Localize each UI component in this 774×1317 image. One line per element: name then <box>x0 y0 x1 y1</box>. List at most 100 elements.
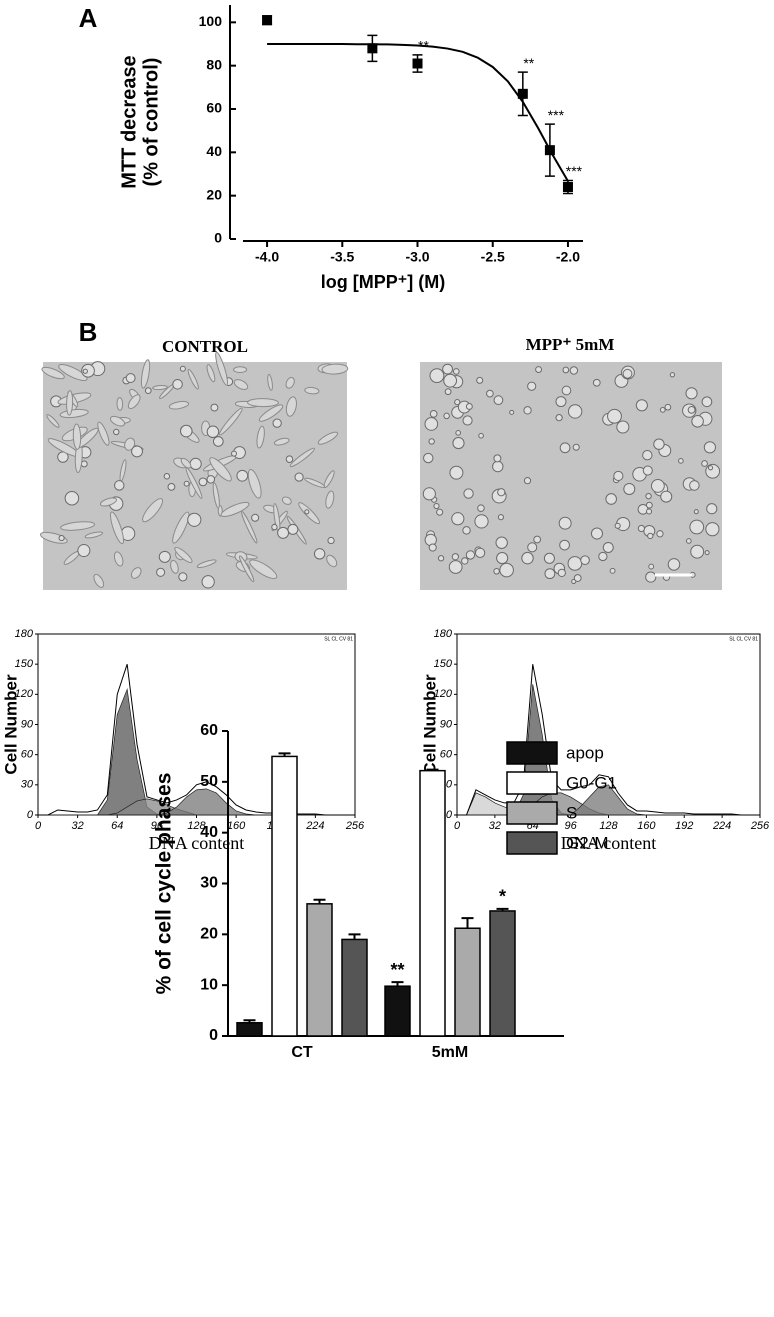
cell <box>607 408 622 424</box>
data-point <box>562 182 573 192</box>
y-tick-label: 120 <box>15 688 34 700</box>
legend-label: G2-M <box>566 833 609 852</box>
y-tick-label: 180 <box>434 628 453 640</box>
cell <box>605 493 617 505</box>
cell <box>645 492 652 500</box>
cell <box>497 488 506 497</box>
cell <box>609 567 616 574</box>
x-tick-label: 160 <box>637 820 656 832</box>
cell <box>212 436 224 447</box>
x-tick-label: 32 <box>489 820 501 832</box>
cell <box>285 455 294 463</box>
cell <box>140 359 151 389</box>
y-tick-label: 150 <box>15 658 34 670</box>
y-axis-label: Cell Number <box>1 674 20 775</box>
cell <box>451 512 465 526</box>
bar <box>384 985 411 1037</box>
cell <box>304 509 310 515</box>
cell <box>689 519 705 535</box>
y-tick-label: 150 <box>434 658 453 670</box>
cell <box>201 575 215 589</box>
x-tick-label: 96 <box>565 820 578 832</box>
cell <box>701 396 713 408</box>
cell <box>497 514 504 521</box>
bar <box>306 903 333 1037</box>
cell <box>442 363 453 375</box>
x-tick-label: 0 <box>454 820 461 832</box>
cell <box>478 432 484 439</box>
cell <box>58 535 65 542</box>
data-point <box>544 145 555 156</box>
cell <box>685 538 692 544</box>
y-tick-label: 0 <box>27 809 34 821</box>
cell <box>81 363 95 378</box>
legend-swatch <box>506 831 558 855</box>
cell <box>423 452 434 464</box>
significance: * <box>499 887 506 907</box>
cell <box>183 480 190 487</box>
cell <box>72 423 82 450</box>
cell <box>653 438 665 450</box>
y-tick-label: 120 <box>434 688 453 700</box>
cell <box>267 374 273 391</box>
cell <box>429 410 438 418</box>
cell <box>168 400 190 410</box>
cell <box>285 396 297 417</box>
cell <box>110 511 124 545</box>
legend-swatch <box>506 771 558 795</box>
cell <box>521 551 534 565</box>
cell <box>317 431 339 445</box>
cell <box>555 414 563 422</box>
cell <box>178 572 188 582</box>
cell <box>196 559 217 569</box>
cell <box>281 496 292 505</box>
cell <box>60 521 96 531</box>
cell <box>664 403 672 411</box>
panel-label: A <box>79 3 98 33</box>
x-tick-label: 224 <box>712 820 731 832</box>
cell <box>287 523 299 535</box>
cell <box>598 551 608 562</box>
cell <box>443 373 458 388</box>
cell <box>454 399 461 406</box>
legend-label: apop <box>566 743 604 762</box>
cell <box>215 351 228 386</box>
error-bar <box>496 907 509 911</box>
x-tick-label: 160 <box>227 820 246 832</box>
cell <box>249 559 278 580</box>
cell <box>493 395 504 406</box>
y-axis-label: (% of control) <box>140 58 162 187</box>
y-tick-label: 30 <box>200 875 218 892</box>
bar <box>454 927 481 1037</box>
cell <box>231 450 237 457</box>
cell <box>422 487 436 501</box>
cell <box>614 522 621 529</box>
cell <box>452 368 460 375</box>
y-tick-label: 0 <box>209 1027 218 1044</box>
cell <box>448 560 463 574</box>
cell <box>424 417 439 431</box>
cell <box>277 526 290 539</box>
cell <box>116 397 124 411</box>
cell <box>327 536 335 545</box>
cell <box>285 377 295 389</box>
cell <box>462 415 473 426</box>
cell <box>144 387 152 395</box>
x-axis-label: DNA content <box>149 833 244 853</box>
cell <box>429 368 445 384</box>
x-tick-label: -2.5 <box>481 249 505 265</box>
cell <box>463 488 474 499</box>
cell <box>66 390 74 416</box>
cell <box>210 403 219 412</box>
cell <box>452 436 465 450</box>
cell <box>125 373 136 384</box>
cell <box>206 475 216 484</box>
cell <box>451 553 459 561</box>
plot-frame <box>37 633 356 816</box>
x-tick-label: 0 <box>35 820 42 832</box>
cell <box>476 376 484 384</box>
cell <box>465 550 476 560</box>
cell <box>433 502 440 510</box>
cell <box>705 522 720 537</box>
